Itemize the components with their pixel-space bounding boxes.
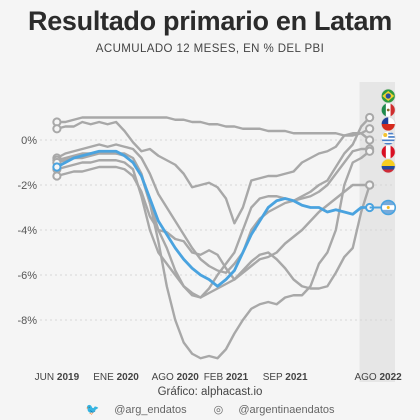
argentina-flag-icon [380,199,397,216]
twitter-handle: @arg_endatos [114,404,187,416]
series-end-marker [365,112,375,123]
series-start-marker [52,162,62,172]
highlight-series-line [55,149,372,288]
x-tick-label: FEB 2021 [204,372,249,383]
source-credit: Gráfico: alphacast.io [157,386,263,398]
series-line [55,116,371,137]
series-line [55,165,371,281]
chart-subtitle: ACUMULADO 12 MESES, EN % DEL PBI [95,43,325,55]
instagram-icon: ◎ [213,404,224,416]
x-tick-label: JUN 2019 [35,372,80,383]
x-tick-label: ENE 2020 [93,372,139,383]
twitter-link[interactable]: 🐦 @arg_endatos [79,404,192,416]
chart-title: Resultado primario en Latam [28,6,392,36]
y-tick-label: 0% [21,135,37,147]
series-start-marker [52,124,62,134]
y-tick-label: -4% [17,225,37,237]
y-tick-label: -2% [17,180,37,192]
brazil-flag-icon [380,88,396,104]
x-tick-label: AGO 2020 [152,372,200,383]
peru-flag-icon [380,144,396,160]
series-end-marker [365,146,375,156]
y-tick-label: -6% [17,270,37,282]
series-line [55,150,371,360]
mexico-flag-icon [380,102,396,118]
series-line [55,147,371,299]
series-end-marker [365,124,375,134]
social-links: 🐦 @arg_endatos ◎ @argentinaendatos [0,403,420,416]
series-line [55,120,371,225]
series-start-marker [52,171,62,181]
series-end-marker [365,180,375,190]
chile-flag-icon [380,116,396,132]
y-tick-label: -8% [17,315,37,327]
series-line [55,159,371,299]
instagram-link[interactable]: ◎ @argentinaendatos [208,404,341,416]
uruguay-flag-icon [380,130,396,146]
colombia-flag-icon [380,158,396,174]
x-tick-label: AGO 2022 [354,372,402,383]
instagram-handle: @argentinaendatos [238,404,335,416]
twitter-icon: 🐦 [85,404,100,416]
x-tick-label: SEP 2021 [263,372,308,383]
series-line [55,116,371,274]
series-end-marker [365,135,375,145]
